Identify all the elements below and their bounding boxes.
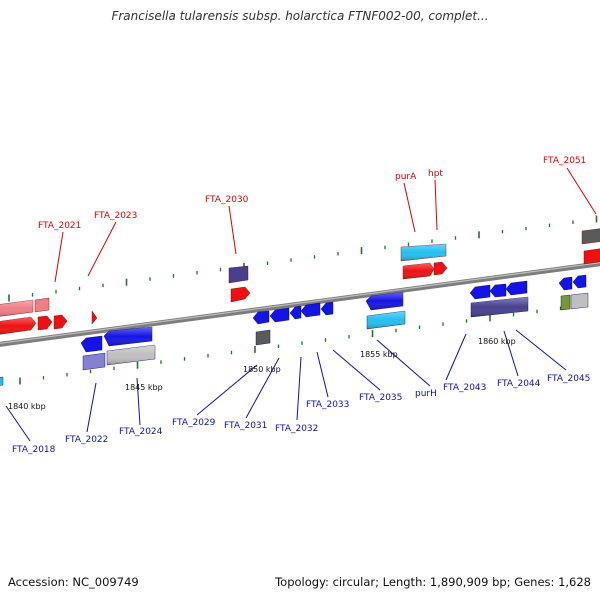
gene-label-purh[interactable]: purH bbox=[415, 389, 437, 399]
gene-feature[interactable] bbox=[558, 276, 573, 291]
genome-backbone bbox=[0, 261, 600, 347]
gene-feature[interactable] bbox=[572, 274, 587, 289]
gene-label-fta-2031[interactable]: FTA_2031 bbox=[224, 421, 267, 431]
gene-feature[interactable] bbox=[570, 292, 589, 310]
gene-feature[interactable] bbox=[505, 280, 528, 296]
scale-labels: 1840 kbp 1845 kbp 1850 kbp 1855 kbp 1860… bbox=[8, 337, 516, 411]
gene-label-fta-2024[interactable]: FTA_2024 bbox=[119, 427, 163, 437]
gene-feature[interactable] bbox=[320, 301, 334, 316]
gene-feature[interactable] bbox=[300, 302, 321, 318]
gene-feature[interactable] bbox=[53, 314, 68, 330]
gene-feature[interactable] bbox=[255, 329, 271, 346]
gene-label-fta-2022[interactable]: FTA_2022 bbox=[65, 435, 108, 445]
gene-feature[interactable] bbox=[489, 283, 507, 298]
reverse-tick-row bbox=[19, 303, 585, 385]
accession-text: Accession: NC_009749 bbox=[8, 575, 139, 589]
gene-feature[interactable] bbox=[230, 286, 251, 303]
gene-label-hpt[interactable]: hpt bbox=[428, 169, 443, 179]
gene-feature[interactable] bbox=[269, 307, 290, 323]
reverse-callouts bbox=[5, 329, 567, 442]
scale-label-1840: 1840 kbp bbox=[8, 402, 46, 411]
scale-label-1855: 1855 kbp bbox=[360, 350, 398, 359]
gene-feature[interactable] bbox=[469, 284, 491, 300]
gene-label-fta-2032[interactable]: FTA_2032 bbox=[275, 424, 318, 434]
gene-feature[interactable] bbox=[91, 310, 98, 325]
gene-feature[interactable] bbox=[80, 335, 103, 353]
gene-label-fta-2044[interactable]: FTA_2044 bbox=[497, 379, 541, 389]
gene-feature[interactable] bbox=[433, 261, 448, 276]
gene-feature[interactable] bbox=[37, 315, 53, 331]
forward-gene-labels: FTA_2021 FTA_2023 FTA_2030 purA hpt FTA_… bbox=[38, 156, 586, 231]
gene-feature[interactable] bbox=[82, 352, 106, 371]
gene-feature[interactable] bbox=[581, 228, 600, 245]
gene-feature[interactable] bbox=[583, 248, 600, 265]
gene-feature[interactable] bbox=[34, 297, 50, 313]
scale-label-1845: 1845 kbp bbox=[125, 383, 163, 392]
gene-label-fta-2043[interactable]: FTA_2043 bbox=[443, 383, 486, 393]
gene-feature[interactable] bbox=[0, 376, 4, 386]
genome-summary-text: Topology: circular; Length: 1,890,909 bp… bbox=[275, 575, 591, 589]
map-title: Francisella tularensis subsp. holarctica… bbox=[111, 9, 489, 23]
forward-shading bbox=[0, 244, 446, 335]
gene-label-fta-2023[interactable]: FTA_2023 bbox=[94, 211, 137, 221]
gene-label-fta-2035[interactable]: FTA_2035 bbox=[359, 393, 402, 403]
gene-feature[interactable] bbox=[228, 265, 249, 284]
forward-tick-row bbox=[8, 215, 598, 302]
gene-label-fta-2029[interactable]: FTA_2029 bbox=[172, 418, 216, 428]
gene-label-fta-2045[interactable]: FTA_2045 bbox=[547, 374, 590, 384]
forward-callouts bbox=[54, 167, 597, 283]
gene-label-fta-2051[interactable]: FTA_2051 bbox=[543, 156, 586, 166]
gene-feature[interactable] bbox=[289, 305, 302, 320]
gene-feature[interactable] bbox=[560, 294, 571, 311]
reverse-gene-labels: FTA_2018 FTA_2022 FTA_2024 FTA_2029 FTA_… bbox=[12, 374, 590, 455]
reverse-shading bbox=[104, 292, 528, 365]
scale-label-1860: 1860 kbp bbox=[478, 337, 516, 346]
gene-label-fta-2030[interactable]: FTA_2030 bbox=[205, 195, 249, 205]
genome-backbone-highlight bbox=[0, 262, 600, 344]
gene-feature[interactable] bbox=[252, 310, 270, 325]
scale-label-1850: 1850 kbp bbox=[243, 365, 281, 374]
gene-label-fta-2018[interactable]: FTA_2018 bbox=[12, 445, 56, 455]
gene-label-pura[interactable]: purA bbox=[395, 172, 417, 182]
gene-label-fta-2021[interactable]: FTA_2021 bbox=[38, 221, 81, 231]
forward-features bbox=[0, 228, 600, 335]
gene-label-fta-2033[interactable]: FTA_2033 bbox=[306, 400, 349, 410]
